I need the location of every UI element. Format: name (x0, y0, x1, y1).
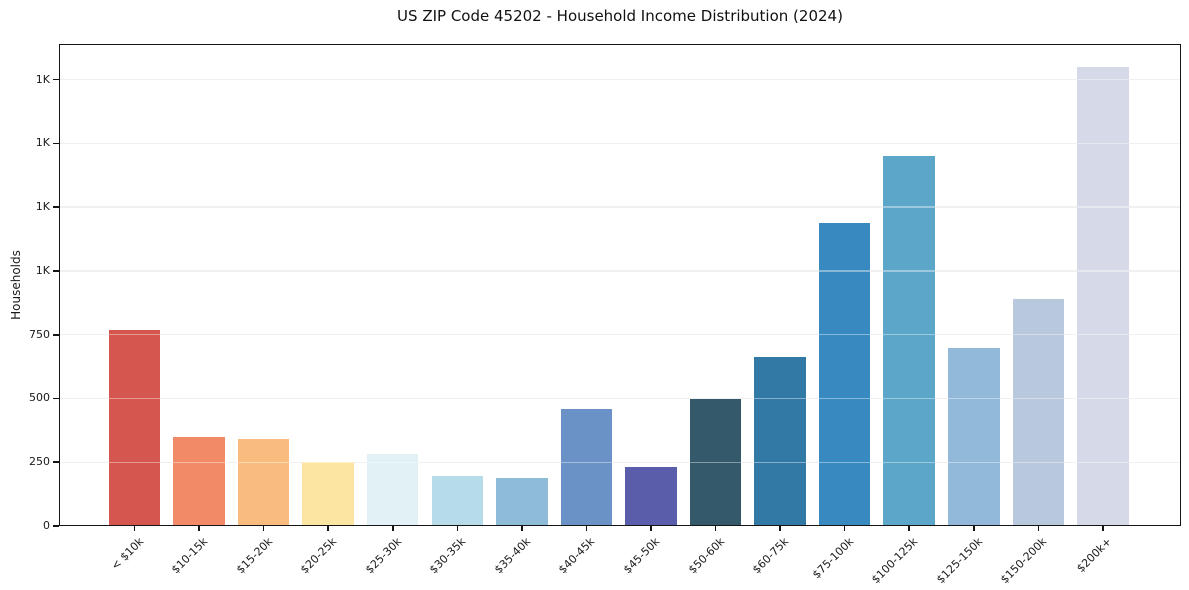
gridline (59, 206, 1181, 208)
bar-$100-125k (883, 156, 935, 526)
y-tick-label: 1K (35, 200, 50, 214)
bar-series (59, 44, 1181, 526)
x-tick-mark (1102, 526, 1104, 531)
gridline (59, 333, 1181, 336)
gridlines (59, 44, 1181, 526)
gridline (59, 333, 1181, 336)
x-tick-mark (714, 526, 717, 531)
gridline (59, 270, 1181, 272)
y-axis-label: Households (9, 250, 23, 320)
bar-$20-25k (302, 461, 354, 526)
bar-$40-45k (560, 409, 613, 526)
bar-$30-35k (431, 475, 484, 526)
y-tick-mark (53, 142, 59, 145)
gridline (59, 270, 1181, 272)
bar-$15-20k (237, 439, 290, 526)
gridline (59, 142, 1181, 145)
x-tick-mark (262, 526, 265, 531)
y-tick-label: 1K (35, 72, 50, 86)
gridline (59, 461, 1181, 463)
y-tick-label: 1K (35, 263, 50, 277)
bar-$25-30k (366, 453, 419, 526)
x-tick-mark (779, 526, 781, 531)
y-tick-mark (53, 78, 59, 81)
bar-$75-100k (818, 222, 871, 526)
x-tick-mark (908, 526, 910, 531)
x-tick-mark (327, 526, 329, 531)
x-tick-mark (391, 526, 394, 531)
x-tick-mark (585, 526, 588, 531)
gridline (59, 142, 1181, 145)
bar-$45-50k (625, 466, 677, 526)
bar-$50-60k (689, 399, 742, 526)
y-tick-mark (53, 333, 59, 336)
y-tick-mark (53, 461, 59, 464)
chart-title: US ZIP Code 45202 - Household Income Dis… (397, 7, 843, 25)
gridline (59, 206, 1181, 208)
x-tick-mark (1037, 526, 1040, 531)
x-tick-mark (650, 526, 652, 531)
y-tick-mark (53, 525, 59, 527)
gridline (59, 78, 1181, 81)
gridline (59, 397, 1181, 400)
y-tick-mark (53, 397, 59, 400)
plot-frame (59, 44, 1181, 526)
bar-$10-15k (173, 437, 225, 526)
y-tick-mark (53, 270, 59, 272)
x-tick-mark (133, 526, 136, 531)
bar-$60-75k (754, 356, 806, 526)
gridlines-overlay (59, 44, 1181, 526)
gridline (59, 461, 1181, 463)
x-tick-mark (972, 526, 975, 531)
plot-area (59, 44, 1181, 526)
gridline (59, 78, 1181, 81)
bar-$35-40k (496, 477, 548, 526)
y-tick-mark (53, 206, 59, 208)
bar-$200k+ (1077, 66, 1129, 526)
gridline (59, 397, 1181, 400)
x-tick-mark (521, 526, 523, 531)
y-tick-label: 1K (35, 136, 50, 150)
x-tick-label: < $10k (108, 535, 146, 573)
y-tick-label: 0 (43, 519, 50, 532)
bar-< $10k (108, 329, 161, 526)
x-tick-mark (843, 526, 846, 531)
bar-$150-200k (1012, 299, 1065, 526)
y-tick-label: 750 (29, 327, 50, 341)
bar-$125-150k (948, 348, 1000, 526)
y-tick-label: 500 (29, 391, 50, 405)
y-tick-label: 250 (29, 455, 50, 469)
x-tick-mark (456, 526, 459, 531)
x-tick-mark (198, 526, 200, 531)
